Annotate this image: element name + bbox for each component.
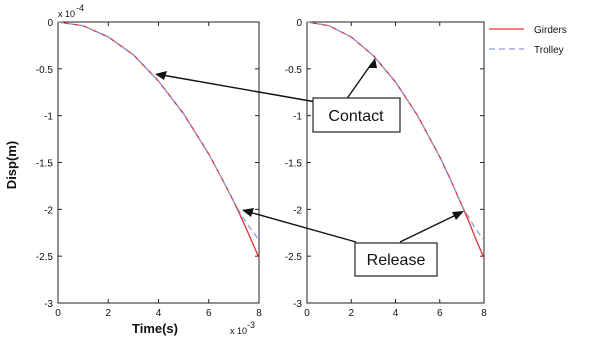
x-axis-label: Time(s) [132,321,178,336]
left-y-tick-label: -2.5 [36,252,54,263]
left-x-tick-label: 4 [156,308,162,319]
release-label: Release [367,252,426,269]
left-y-tick-label: -3 [44,299,53,310]
left-x-tick-label: 8 [256,308,262,319]
callouts: Contact Release [155,58,464,277]
y-axis-label: Disp(m) [4,141,19,189]
release-label-box [354,242,438,277]
right-y-tick-label: -0.5 [285,65,303,76]
contact-label: Contact [328,108,384,125]
right-y-tick-label: -2.5 [285,252,303,263]
x-axis-exponent-base: x 10 [230,326,247,336]
x-axis-exponent-power: -3 [247,320,255,330]
left-plot-area [57,21,260,304]
release-arrowhead-right [452,211,464,220]
left-lines [57,21,260,259]
left-y-tick-label: -2 [44,205,53,216]
right-x-tick-label: 6 [437,308,443,319]
right-ticks: 0 2 4 6 8 0 -0.5 -1 -1.5 -2 -2.5 -3 [285,18,487,319]
left-series-line-trolley [57,21,260,241]
right-y-tick-label: 0 [296,18,302,29]
contact-label-box [312,97,401,133]
release-arrow-right [399,213,459,243]
contact-arrowhead-right [368,58,377,68]
right-y-tick-label: -1.5 [285,159,303,170]
right-y-tick-label: -3 [293,299,302,310]
y-axis-exponent-power: -4 [76,3,84,13]
contact-arrowhead-left [155,71,167,80]
left-y-tick-label: -0.5 [36,65,54,76]
right-x-tick-label: 0 [304,308,310,319]
release-arrow-left [248,211,357,243]
right-y-tick-label: -2 [293,205,302,216]
right-x-tick-label: 4 [393,308,399,319]
legend-label-trolley: Trolley [534,45,564,56]
right-y-tick-label: -1 [293,112,302,123]
left-y-tick-label: -1.5 [36,159,54,170]
contact-arrow-right [345,62,373,101]
legend-label-girders: Girders [534,25,567,36]
left-chart-panel: 0 2 4 6 8 0 -0.5 -1 -1.5 -2 -2.5 -3 x 10 -4 x 10 -3… [4,3,262,336]
left-x-tick-label: 0 [55,308,61,319]
left-y-tick-label: -1 [44,112,53,123]
right-series-line-trolley [306,21,485,241]
left-x-tick-label: 6 [206,308,212,319]
right-lines [306,21,485,259]
y-axis-exponent-base: x 10 [58,9,75,19]
legend: Girders Trolley [489,25,567,56]
release-arrowhead-left [242,208,254,217]
left-x-tick-label: 2 [105,308,111,319]
right-x-tick-label: 8 [481,308,487,319]
contact-arrow-left [161,74,317,103]
right-x-tick-label: 2 [348,308,354,319]
left-y-tick-label: 0 [47,18,53,29]
